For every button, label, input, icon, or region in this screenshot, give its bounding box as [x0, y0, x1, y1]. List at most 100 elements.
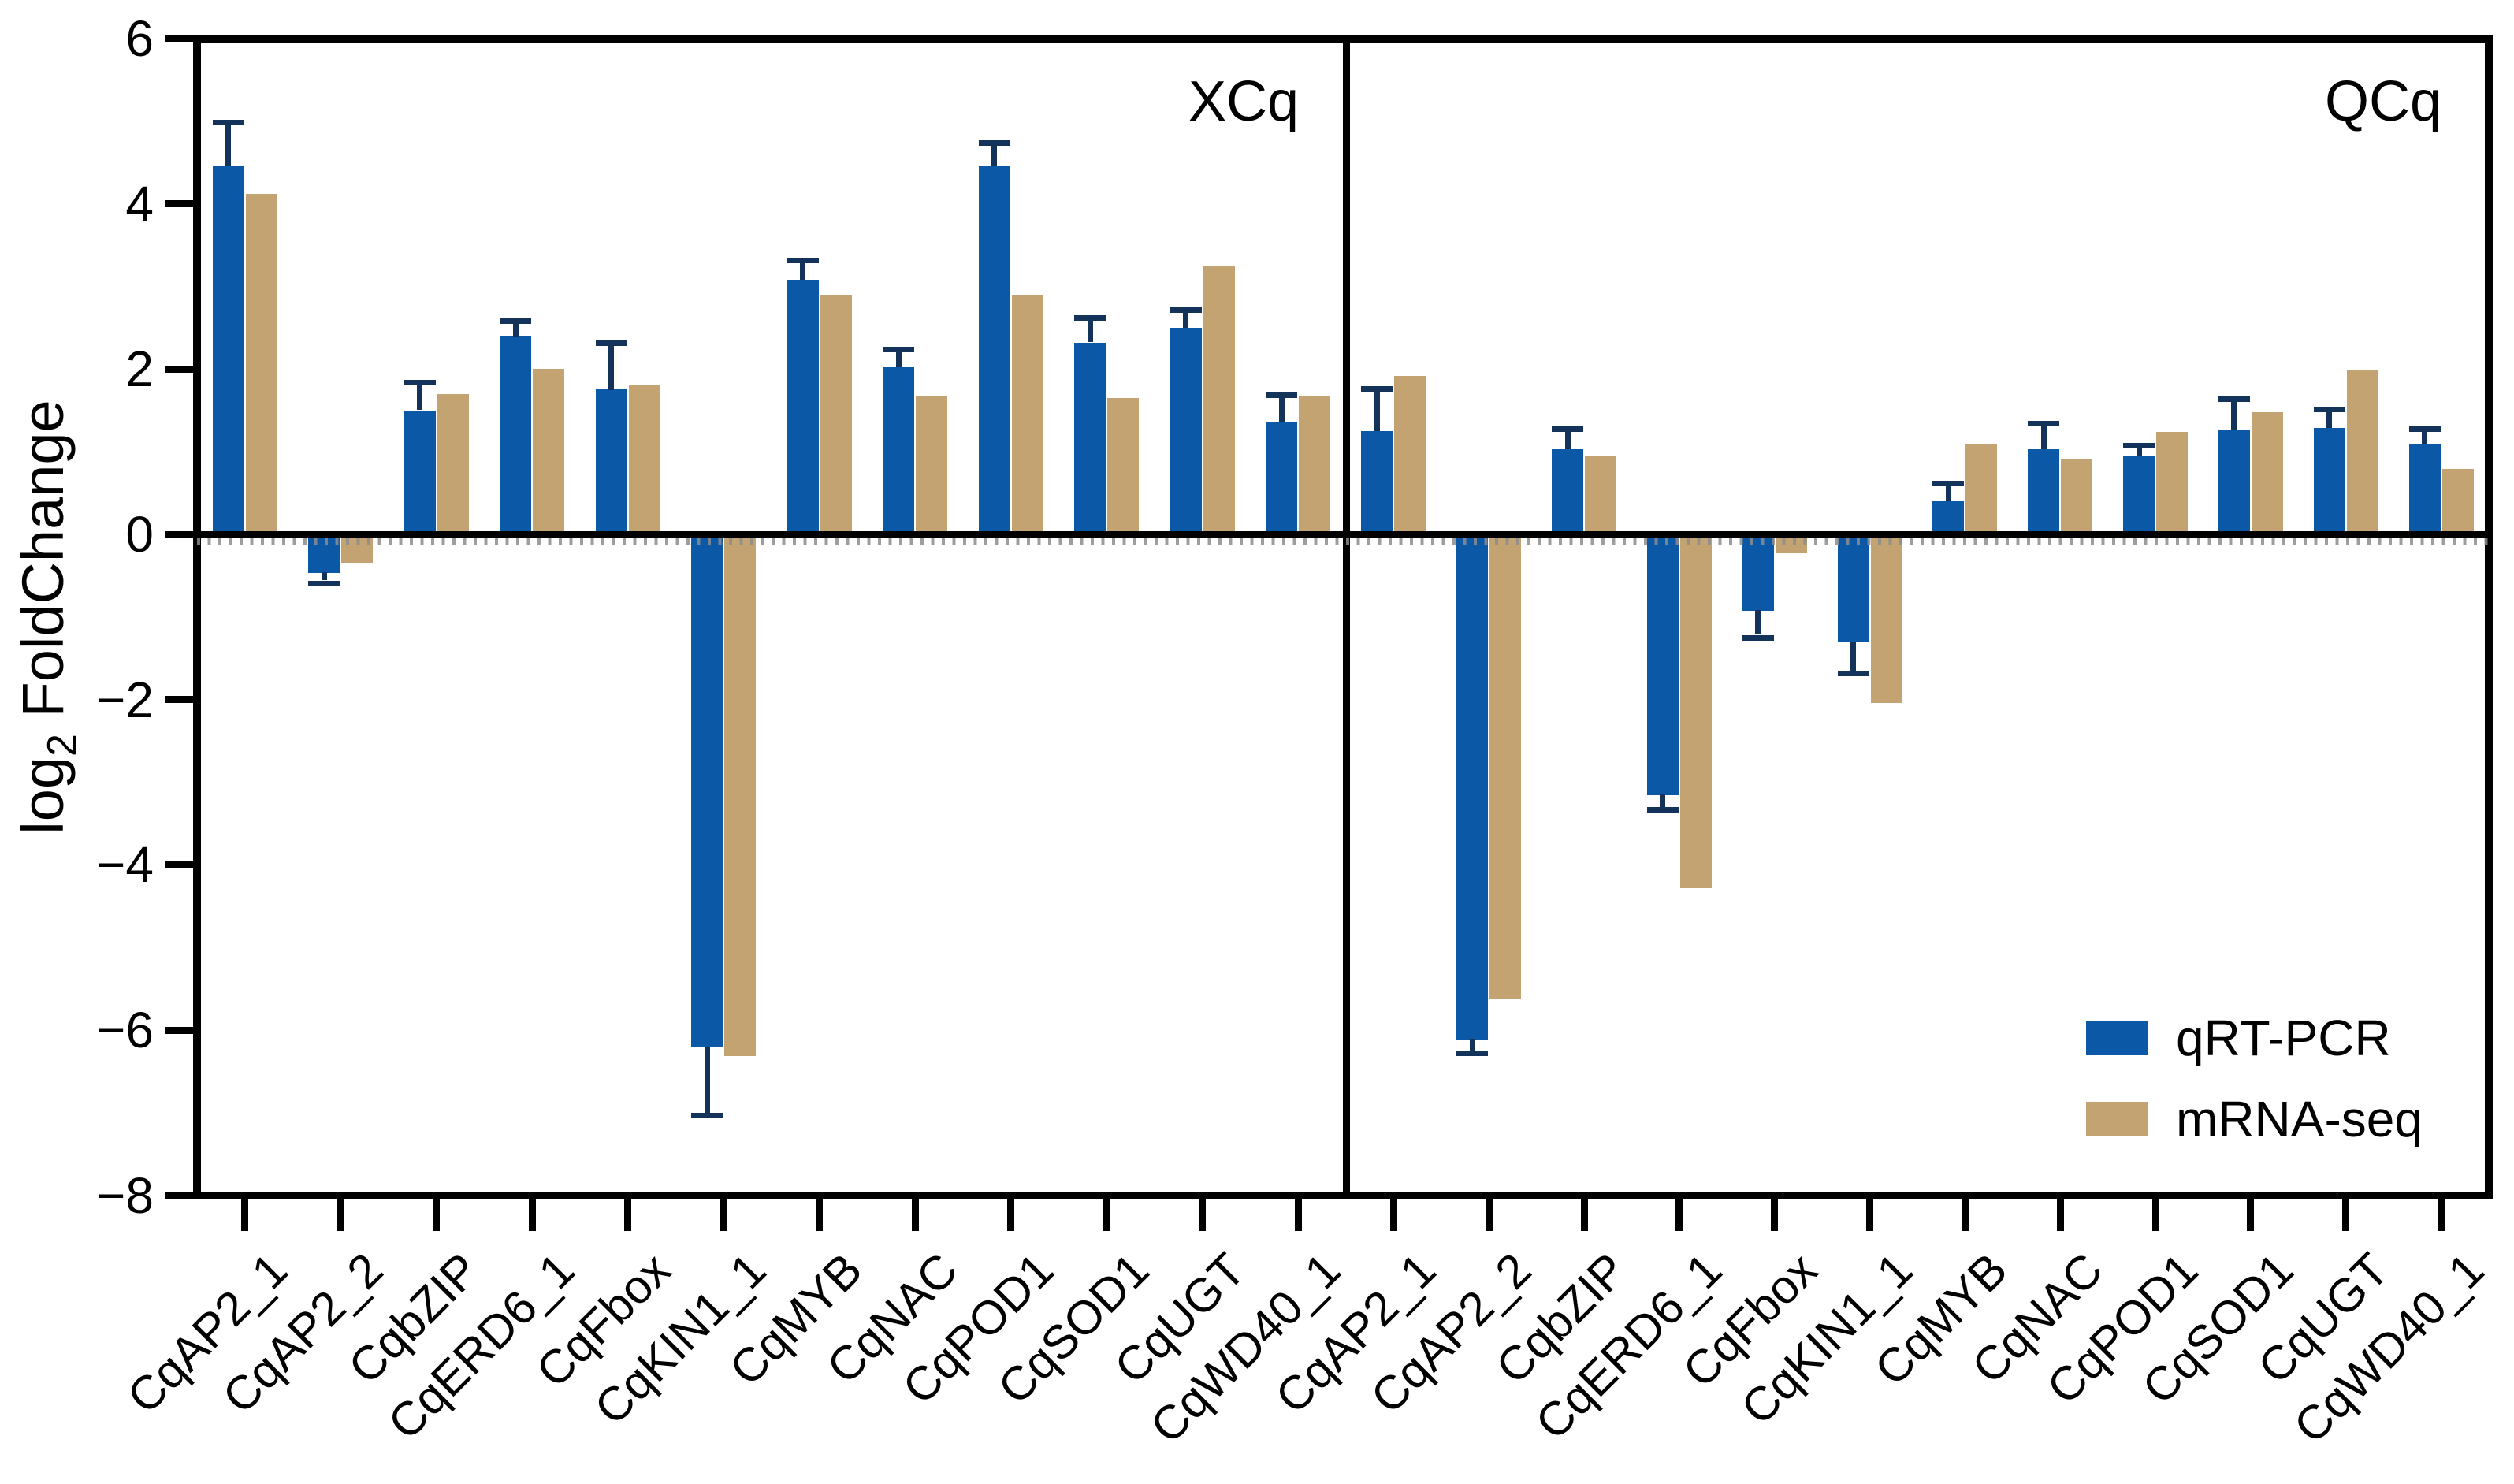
bar-qrt-pcr	[213, 166, 244, 534]
error-bar-line	[1183, 313, 1188, 328]
x-tick	[2438, 1196, 2445, 1231]
bar-qrt-pcr	[1647, 535, 1679, 795]
x-tick	[1390, 1196, 1397, 1231]
x-tick	[2342, 1196, 2349, 1231]
legend-item-qrt-pcr: qRT-PCR	[2086, 1013, 2391, 1063]
error-bar-cap	[596, 340, 627, 346]
error-bar-line	[1470, 1039, 1475, 1051]
error-bar-line	[608, 346, 614, 390]
error-bar-line	[417, 385, 422, 410]
bar-qrt-pcr	[979, 166, 1010, 534]
bar-mrna-seq	[1965, 444, 1997, 534]
error-bar-line	[1279, 398, 1285, 422]
error-bar-line	[225, 125, 231, 166]
error-bar-cap	[2409, 426, 2441, 432]
error-bar-cap	[2314, 407, 2345, 412]
x-tick	[241, 1196, 248, 1231]
error-bar-cap	[2123, 443, 2155, 448]
x-tick	[720, 1196, 727, 1231]
bar-qrt-pcr	[883, 367, 914, 534]
error-bar-line	[1660, 794, 1665, 807]
bar-mrna-seq	[724, 535, 756, 1056]
error-bar-line	[991, 146, 997, 166]
error-bar-cap	[2028, 421, 2059, 426]
x-tick	[1295, 1196, 1302, 1231]
bar-mrna-seq	[2061, 459, 2092, 534]
x-tick	[1199, 1196, 1206, 1231]
y-tick-label: −2	[96, 671, 154, 728]
bar-qrt-pcr	[1932, 501, 1964, 534]
bar-mrna-seq	[1489, 535, 1521, 999]
mrna-seq-legend-label: mRNA-seq	[2176, 1091, 2423, 1147]
bar-qrt-pcr	[1838, 535, 1869, 642]
bar-qrt-pcr	[1552, 449, 1583, 534]
bar-qrt-pcr	[1074, 343, 1106, 534]
y-tick	[165, 531, 197, 538]
plot-frame-bottom	[193, 1192, 2493, 1199]
qrt-pcr-legend-label: qRT-PCR	[2176, 1010, 2391, 1066]
x-tick	[433, 1196, 440, 1231]
y-tick	[165, 861, 197, 868]
legend-item-mrna-seq: mRNA-seq	[2086, 1094, 2423, 1144]
bar-qrt-pcr	[2314, 428, 2345, 534]
y-tick-label: −4	[96, 836, 154, 893]
y-tick-label: −8	[96, 1167, 154, 1224]
error-bar-line	[2231, 402, 2237, 430]
bar-qrt-pcr	[2218, 430, 2250, 534]
y-tick	[165, 696, 197, 703]
panel-label-xcq: XCq	[1188, 70, 1299, 133]
x-tick	[1866, 1196, 1873, 1231]
error-bar-line	[1850, 642, 1856, 671]
y-tick	[165, 200, 197, 207]
bar-qrt-pcr	[500, 336, 531, 534]
x-tick	[2152, 1196, 2159, 1231]
error-bar-cap	[883, 347, 914, 352]
error-bar-cap	[691, 1113, 723, 1118]
qrt-pcr-swatch	[2086, 1021, 2148, 1055]
y-tick-label: 6	[125, 10, 154, 67]
error-bar-cap	[213, 120, 244, 125]
x-tick	[1007, 1196, 1014, 1231]
error-bar-cap	[1266, 392, 1297, 398]
plot-frame-right	[2485, 35, 2493, 1199]
y-tick	[165, 35, 197, 42]
bar-mrna-seq	[437, 394, 469, 534]
bar-qrt-pcr	[1361, 431, 1393, 534]
mrna-seq-swatch	[2086, 1102, 2148, 1136]
y-tick	[165, 1027, 197, 1034]
bar-mrna-seq	[1394, 376, 1426, 534]
x-tick	[2057, 1196, 2064, 1231]
bar-mrna-seq	[2252, 412, 2283, 534]
bar-mrna-seq	[1107, 398, 1139, 534]
bar-qrt-pcr	[1456, 535, 1488, 1040]
error-bar-line	[705, 1047, 710, 1113]
error-bar-cap	[1647, 807, 1679, 813]
bar-mrna-seq	[1585, 456, 1616, 534]
x-tick	[2247, 1196, 2254, 1231]
bar-mrna-seq	[629, 385, 660, 534]
bar-mrna-seq	[1012, 295, 1043, 534]
x-tick	[1675, 1196, 1683, 1231]
x-tick	[1771, 1196, 1778, 1231]
bar-qrt-pcr	[2409, 444, 2441, 534]
error-bar-line	[896, 352, 902, 367]
error-bar-cap	[1074, 315, 1106, 321]
error-bar-line	[1565, 432, 1571, 449]
error-bar-line	[1946, 486, 1951, 501]
bar-mrna-seq	[246, 194, 277, 534]
x-tick	[337, 1196, 344, 1231]
x-tick	[1103, 1196, 1110, 1231]
error-bar-cap	[1742, 635, 1774, 641]
bar-mrna-seq	[1203, 266, 1235, 534]
bar-mrna-seq	[2347, 370, 2378, 534]
y-tick	[165, 366, 197, 373]
bar-qrt-pcr	[1170, 328, 1202, 534]
x-tick	[816, 1196, 823, 1231]
error-bar-cap	[1552, 426, 1583, 432]
y-tick-label: 4	[125, 176, 154, 232]
x-tick	[529, 1196, 536, 1231]
error-bar-cap	[1456, 1051, 1488, 1056]
bar-mrna-seq	[916, 396, 947, 534]
